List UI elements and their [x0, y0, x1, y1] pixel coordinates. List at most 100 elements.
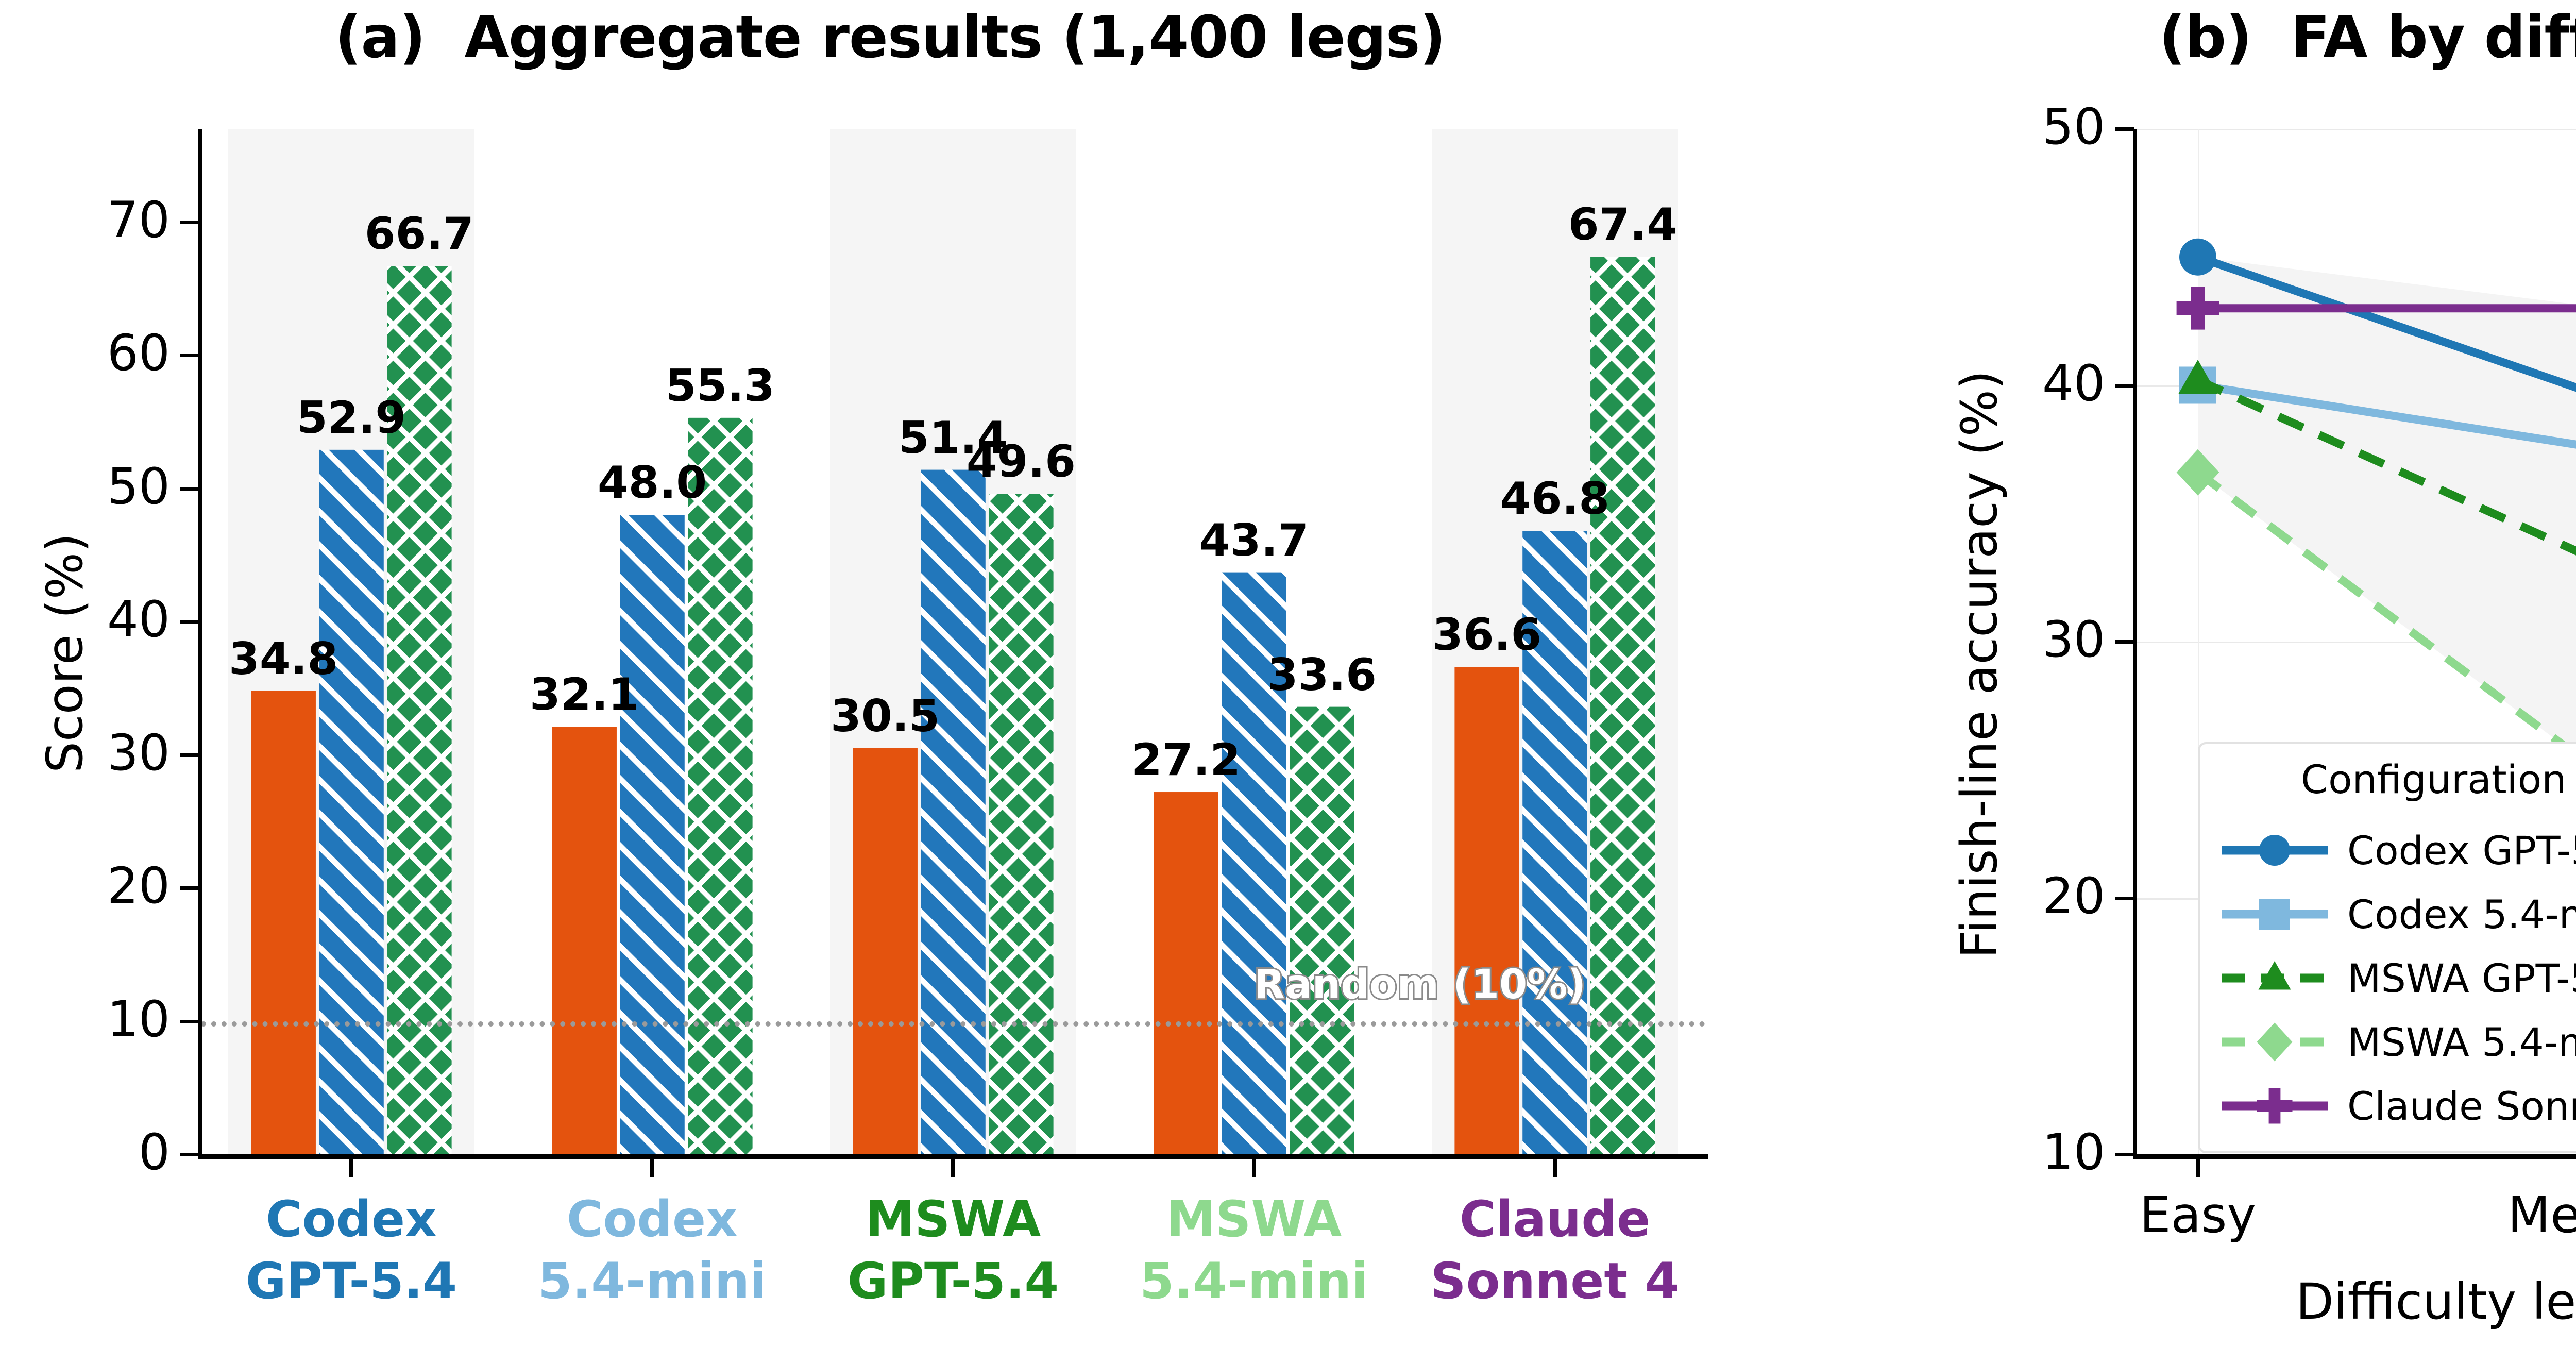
- y-tick-mark: [2115, 127, 2134, 131]
- group-label-line1: MSWA: [1166, 1190, 1342, 1248]
- group-label-line1: MSWA: [865, 1190, 1041, 1248]
- legend-item-codex-5-4-mini[interactable]: Codex 5.4-mini: [2215, 886, 2576, 943]
- group-label-line2: Sonnet 4: [1430, 1252, 1680, 1310]
- panel-a-plot-area: 34.8 52.9 66.7 32.1 48.0 55.3 30.5 51.4 49.6 27.2…: [107, 129, 1708, 1310]
- y-tick-mark: [180, 1153, 199, 1156]
- legend-item-label: MSWA 5.4-mini: [2347, 1019, 2576, 1065]
- solid-bar: [552, 727, 617, 1154]
- y-tick-label: 30: [107, 724, 170, 782]
- x-tick-mark: [1553, 1159, 1557, 1177]
- data-point-marker-plus: [2176, 287, 2219, 330]
- panel-b-plot-area: −14 pp1020304050EasyMediumHardExtremeCon…: [2042, 98, 2576, 1244]
- diagonal-hatched-bar: [319, 449, 384, 1154]
- legend-item-mswa-gpt-5-4[interactable]: MSWA GPT-5.4: [2215, 950, 2576, 1006]
- y-tick-mark: [2115, 1153, 2134, 1156]
- solid-bar: [853, 748, 918, 1154]
- random-baseline-line: [201, 1021, 1705, 1027]
- legend-item-codex-gpt-5-4[interactable]: Codex GPT-5.4: [2215, 822, 2576, 879]
- crosshatched-bar: [1590, 257, 1655, 1154]
- panel-b-x-axis-label: Difficulty level: [2296, 1273, 2576, 1331]
- bar-value-label: 55.3: [665, 360, 775, 412]
- legend-item-label: Codex GPT-5.4: [2347, 827, 2576, 873]
- data-point-marker-circle: [2179, 238, 2216, 276]
- group-label-line2: GPT-5.4: [847, 1252, 1059, 1310]
- y-tick-label: 50: [107, 457, 170, 515]
- legend-swatch: [2222, 961, 2328, 990]
- legend-item-mswa-5-4-mini[interactable]: MSWA 5.4-mini: [2215, 1014, 2576, 1070]
- y-tick-mark: [180, 220, 199, 224]
- y-tick-mark: [180, 486, 199, 491]
- panel-a-x-axis-spine: [198, 1154, 1708, 1159]
- data-point-marker-triangle: [2178, 359, 2217, 394]
- panel-a-title: (a) Aggregate results (1,400 legs): [335, 4, 1446, 71]
- bar-value-label: 52.9: [296, 392, 406, 444]
- group-label-line1: Claude: [1459, 1190, 1651, 1248]
- random-baseline-label: Random (10%): [1252, 960, 1587, 1009]
- y-tick-label: 70: [107, 191, 170, 249]
- x-tick-mark: [951, 1159, 955, 1177]
- bar-value-label: 30.5: [831, 690, 940, 742]
- legend-swatch: [2222, 1022, 2328, 1062]
- y-tick-label: 20: [2042, 867, 2105, 925]
- y-tick-mark: [180, 886, 199, 890]
- y-tick-mark: [180, 1019, 199, 1023]
- solid-bar: [251, 691, 316, 1154]
- x-tick-mark: [650, 1159, 654, 1177]
- bar-value-label: 33.6: [1267, 649, 1377, 701]
- series-line-claude-sonnet-4: [2198, 304, 2576, 313]
- panel-a-y-axis-spine: [198, 129, 202, 1157]
- series-envelope-band: [2198, 257, 2576, 755]
- legend-swatch: [2222, 835, 2328, 866]
- y-tick-mark: [2115, 383, 2134, 388]
- y-tick-label: 50: [2042, 98, 2105, 156]
- solid-bar: [1454, 667, 1519, 1154]
- y-tick-label: 30: [2042, 611, 2105, 668]
- group-label-line2: GPT-5.4: [245, 1252, 457, 1310]
- y-tick-label: 40: [107, 591, 170, 649]
- y-tick-mark: [180, 753, 199, 757]
- diagonal-hatched-bar: [1222, 572, 1286, 1154]
- y-tick-mark: [2115, 640, 2134, 644]
- bar-value-label: 43.7: [1199, 514, 1309, 566]
- legend-item-label: Claude Sonnet 4: [2347, 1083, 2576, 1129]
- solid-bar: [1154, 792, 1218, 1154]
- legend-item-label: MSWA GPT-5.4: [2347, 955, 2576, 1001]
- y-tick-label: 0: [138, 1123, 170, 1181]
- legend-marker-square: [2259, 899, 2290, 930]
- x-tick-mark: [349, 1159, 353, 1177]
- diagonal-hatched-bar: [620, 515, 685, 1155]
- bar-value-label: 66.7: [364, 208, 474, 260]
- legend-swatch: [2222, 899, 2328, 930]
- panel-a-aggregate-results: (a) Aggregate results (1,400 legs) Score…: [36, 4, 1708, 1310]
- legend-swatch: [2222, 1088, 2328, 1124]
- legend-marker-plus: [2257, 1088, 2293, 1124]
- bar-value-label: 48.0: [597, 457, 707, 509]
- legend-item-label: Codex 5.4-mini: [2347, 891, 2576, 937]
- legend-marker-triangle: [2258, 961, 2291, 990]
- panel-b-fa-by-difficulty: (b) FA by difficulty Finish-line accurac…: [1781, 0, 2576, 1346]
- series-line-mswa-gpt-5-4: [2196, 376, 2576, 556]
- panel-b-x-axis-spine: [2133, 1154, 2576, 1159]
- y-tick-mark: [2115, 896, 2134, 900]
- y-tick-label: 20: [107, 857, 170, 915]
- y-tick-label: 10: [2042, 1123, 2105, 1181]
- crosshatched-bar: [989, 494, 1054, 1154]
- y-tick-mark: [180, 620, 199, 624]
- group-label-line1: Codex: [566, 1190, 738, 1248]
- group-label-line2: 5.4-mini: [537, 1252, 767, 1310]
- bar-value-label: 32.1: [530, 669, 639, 721]
- legend-title: Configuration: [2301, 756, 2567, 802]
- y-tick-label: 60: [107, 324, 170, 382]
- crosshatched-bar: [1290, 706, 1354, 1154]
- x-tick-mark: [2196, 1159, 2200, 1177]
- y-tick-label: 10: [107, 990, 170, 1048]
- bar-value-label: 36.6: [1432, 609, 1542, 661]
- diagonal-hatched-bar: [1522, 531, 1587, 1154]
- legend-box: [2198, 742, 2576, 1153]
- legend-marker-circle: [2259, 835, 2290, 866]
- legend-item-claude-sonnet-4[interactable]: Claude Sonnet 4: [2215, 1078, 2576, 1134]
- y-tick-label: 40: [2042, 354, 2105, 412]
- horizontal-gridline: [2136, 129, 2576, 130]
- group-label-line2: 5.4-mini: [1139, 1252, 1369, 1310]
